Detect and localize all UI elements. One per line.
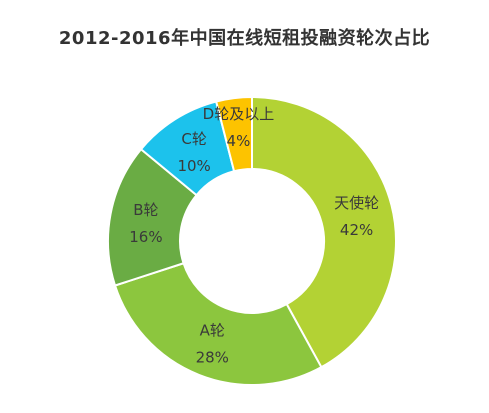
- slice-label-4: D轮及以上: [203, 105, 275, 123]
- slice-unit-0: %: [359, 221, 373, 239]
- donut-slice-4: [215, 96, 253, 173]
- donut-slices: [107, 96, 397, 386]
- slice-label-3: C轮: [181, 130, 206, 148]
- slice-unit-2: %: [148, 228, 162, 246]
- slice-percent-2: 16%: [129, 228, 162, 246]
- slice-unit-1: %: [215, 348, 229, 366]
- donut-slice-0: [251, 96, 397, 369]
- donut-labels: 天使轮 42% A轮 28% B轮 16% C轮 10% D轮及以上 4%: [129, 105, 379, 367]
- slice-value-4: 4: [227, 132, 237, 150]
- slice-percent-3: 10%: [177, 157, 210, 175]
- slice-unit-4: %: [236, 132, 250, 150]
- slice-percent-1: 28%: [196, 348, 229, 366]
- chart-title: 2012-2016年中国在线短租投融资轮次占比: [58, 28, 431, 49]
- slice-unit-3: %: [197, 157, 211, 175]
- slice-value-0: 42: [340, 221, 359, 239]
- slice-label-1: A轮: [200, 321, 225, 339]
- donut-slice-1: [114, 262, 323, 386]
- slice-value-1: 28: [196, 348, 215, 366]
- slice-label-2: B轮: [133, 201, 158, 219]
- slice-label-0: 天使轮: [334, 194, 379, 212]
- slice-percent-4: 4%: [227, 132, 251, 150]
- slice-value-3: 10: [177, 157, 196, 175]
- slice-value-2: 16: [129, 228, 148, 246]
- slice-percent-0: 42%: [340, 221, 373, 239]
